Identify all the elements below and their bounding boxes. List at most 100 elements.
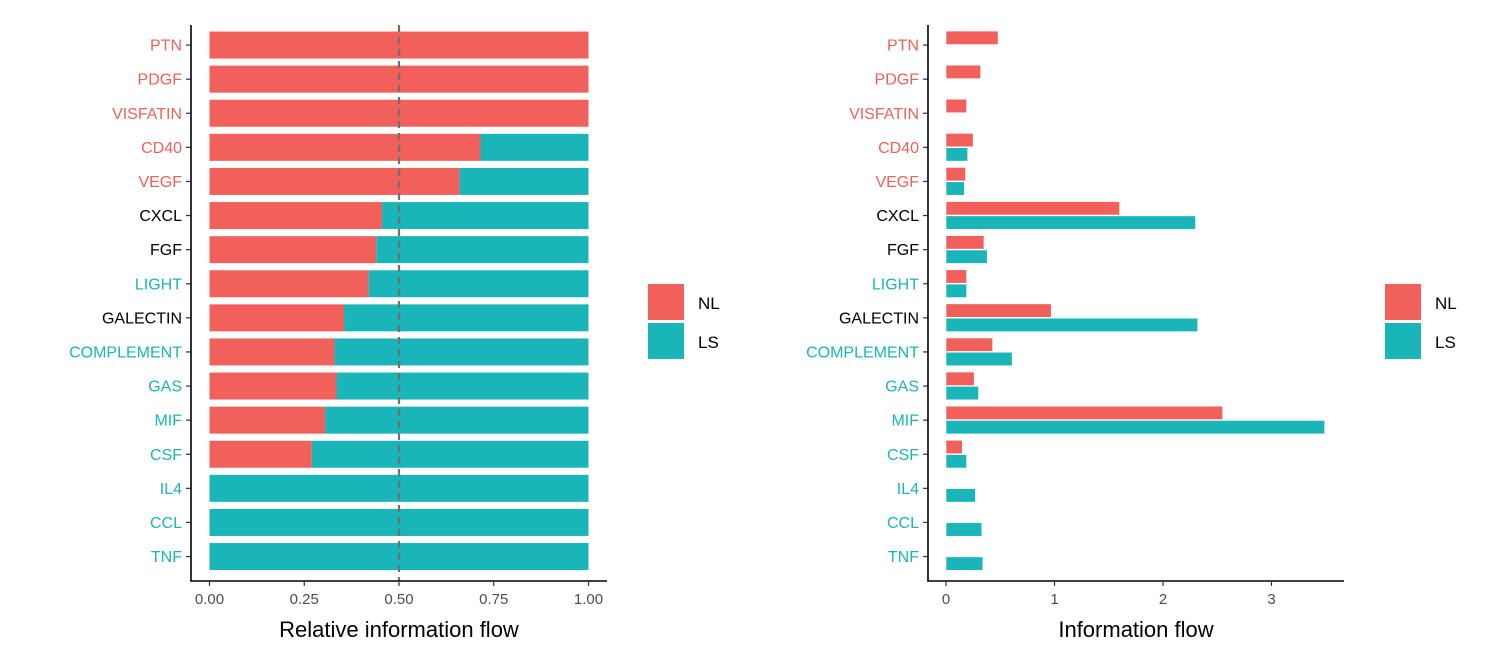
- panel-2: PTN PDGF VISFATIN CD40 VEGF CXCL FGF LIGHT GALEC…: [806, 25, 1344, 642]
- x-tick-label: 0.75: [479, 591, 508, 608]
- bar-nl-fgf: [945, 235, 985, 250]
- bar-nl-mif: [945, 405, 1223, 420]
- bar-ls-fgf: [945, 249, 988, 264]
- legend-swatch-nl: [648, 284, 684, 320]
- bar-ls-cd40: [480, 133, 589, 161]
- category-label: MIF: [154, 413, 182, 430]
- bar-nl-cxcl: [209, 202, 382, 230]
- bar-ls-gas: [945, 386, 979, 401]
- category-label: PDGF: [138, 72, 183, 89]
- bar-nl-gas: [209, 372, 337, 400]
- bar-ls-csf: [945, 454, 967, 469]
- bar-nl-csf: [945, 439, 963, 455]
- bar-ls-vegf: [459, 167, 589, 195]
- bar-nl-mif: [209, 406, 326, 434]
- bar-nl-cd40: [945, 133, 974, 148]
- category-label: VEGF: [138, 174, 182, 191]
- legend-1: NL LS: [648, 284, 720, 359]
- bar-nl-gas: [945, 371, 975, 386]
- bar-ls-galectin: [344, 304, 589, 332]
- bar-ls-gas: [336, 372, 589, 400]
- category-label: PTN: [150, 38, 182, 55]
- bar-nl-visfatin: [945, 98, 967, 114]
- x-tick-label: 0: [942, 591, 950, 608]
- bar-ls-ccl: [945, 522, 983, 537]
- category-label: COMPLEMENT: [69, 344, 182, 361]
- panel-1: PTN PDGF VISFATIN CD40 VEGF CXCL FGF LIGHT GALEC…: [69, 25, 607, 642]
- category-label: TNF: [888, 549, 919, 566]
- bar-ls-csf: [311, 440, 589, 468]
- bar-ls-light: [368, 270, 589, 298]
- category-label: CD40: [141, 140, 182, 157]
- bar-ls-galectin: [945, 317, 1199, 332]
- bar-ls-fgf: [376, 236, 589, 264]
- bar-ls-light: [945, 283, 967, 298]
- bar-ls-complement: [945, 351, 1013, 367]
- category-label: TNF: [151, 549, 182, 566]
- category-label: GAS: [885, 379, 919, 396]
- category-label: COMPLEMENT: [806, 344, 919, 361]
- category-label: CD40: [878, 140, 919, 157]
- legend-2: NL LS: [1385, 284, 1457, 359]
- x-tick-label: 1: [1050, 591, 1058, 608]
- bar-nl-vegf: [945, 167, 966, 182]
- bar-ls-mif: [325, 406, 589, 434]
- bar-ls-tnf: [945, 556, 984, 571]
- x-tick-label: 1.00: [574, 591, 603, 608]
- category-label: VISFATIN: [849, 106, 919, 123]
- bar-nl-ptn: [945, 30, 999, 45]
- bar-ls-il4: [945, 488, 976, 503]
- bar-nl-complement: [945, 337, 993, 352]
- bar-ls-cxcl: [381, 202, 589, 230]
- category-label: LIGHT: [872, 276, 919, 293]
- x-tick-label: 3: [1267, 591, 1275, 608]
- category-label: CSF: [150, 447, 182, 464]
- bar-nl-light: [209, 270, 369, 298]
- legend-swatch-ls: [648, 323, 684, 359]
- legend-swatch-ls: [1385, 323, 1421, 359]
- legend-label-ls: LS: [698, 333, 719, 352]
- category-label: GAS: [148, 379, 182, 396]
- x-tick-label: 0.00: [195, 591, 224, 608]
- category-label: CCL: [887, 515, 919, 532]
- category-label: CXCL: [139, 208, 182, 225]
- x-tick-label: 2: [1159, 591, 1167, 608]
- bar-nl-galectin: [945, 303, 1052, 318]
- bar-nl-cxcl: [945, 201, 1120, 216]
- bar-nl-pdgf: [945, 64, 982, 79]
- bar-nl-cd40: [209, 133, 481, 161]
- x-axis-title: Relative information flow: [279, 617, 519, 642]
- category-label: CXCL: [876, 208, 919, 225]
- bar-ls-vegf: [945, 181, 965, 196]
- bar-nl-vegf: [209, 167, 460, 195]
- category-label: IL4: [897, 481, 919, 498]
- bar-nl-csf: [209, 440, 312, 468]
- bar-ls-mif: [945, 420, 1325, 435]
- bar-nl-complement: [209, 338, 335, 366]
- bar-nl-galectin: [209, 304, 345, 332]
- category-label: GALECTIN: [839, 310, 919, 327]
- bar-ls-complement: [334, 338, 589, 366]
- bar-nl-fgf: [209, 236, 377, 264]
- legend-label-nl: NL: [698, 294, 720, 313]
- legend-label-ls: LS: [1435, 333, 1456, 352]
- category-label: MIF: [891, 413, 919, 430]
- category-label: GALECTIN: [102, 310, 182, 327]
- category-label: FGF: [150, 242, 182, 259]
- category-label: FGF: [887, 242, 919, 259]
- category-label: PTN: [887, 38, 919, 55]
- legend-swatch-nl: [1385, 284, 1421, 320]
- x-axis-title: Information flow: [1058, 617, 1213, 642]
- bar-ls-cxcl: [945, 215, 1196, 230]
- legend-label-nl: NL: [1435, 294, 1457, 313]
- bar-ls-cd40: [945, 147, 969, 162]
- category-label: LIGHT: [135, 276, 182, 293]
- bar-nl-light: [945, 269, 967, 284]
- category-label: VISFATIN: [112, 106, 182, 123]
- x-tick-label: 0.25: [290, 591, 319, 608]
- category-label: CSF: [887, 447, 919, 464]
- category-label: IL4: [160, 481, 182, 498]
- x-tick-label: 0.50: [384, 591, 413, 608]
- category-label: PDGF: [875, 72, 920, 89]
